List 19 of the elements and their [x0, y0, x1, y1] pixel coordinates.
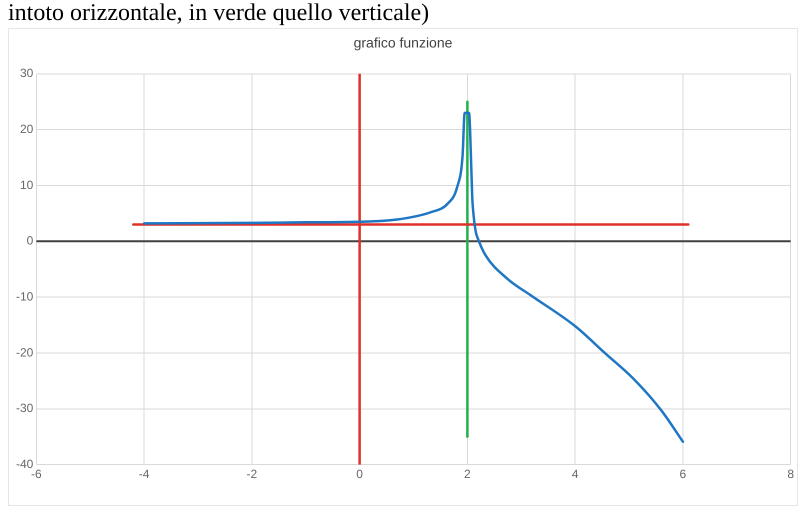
- y-tick-label: 20: [20, 122, 34, 136]
- y-tick-label: 30: [20, 66, 34, 80]
- y-tick-label: -20: [16, 345, 34, 360]
- x-tick-label: 0: [356, 467, 364, 482]
- x-tick-label: 4: [572, 467, 579, 482]
- x-tick-label: 2: [464, 467, 472, 482]
- y-tick-label: 0: [26, 234, 34, 248]
- y-tick-label: 10: [20, 178, 34, 192]
- y-tick-label: -10: [16, 289, 34, 304]
- y-tick-label: -40: [16, 456, 34, 471]
- x-tick-label: -6: [31, 467, 42, 482]
- chart-title: grafico funzione: [354, 34, 453, 50]
- x-tick-label: -2: [246, 467, 258, 482]
- text: intoto orizzontale, in verde quello verticale): [8, 0, 430, 26]
- x-tick-label: 8: [787, 467, 794, 482]
- x-tick-label: -4: [138, 467, 150, 482]
- line-series: [142, 112, 684, 443]
- x-tick-label: 6: [680, 467, 687, 482]
- y-tick-label: -30: [16, 401, 34, 416]
